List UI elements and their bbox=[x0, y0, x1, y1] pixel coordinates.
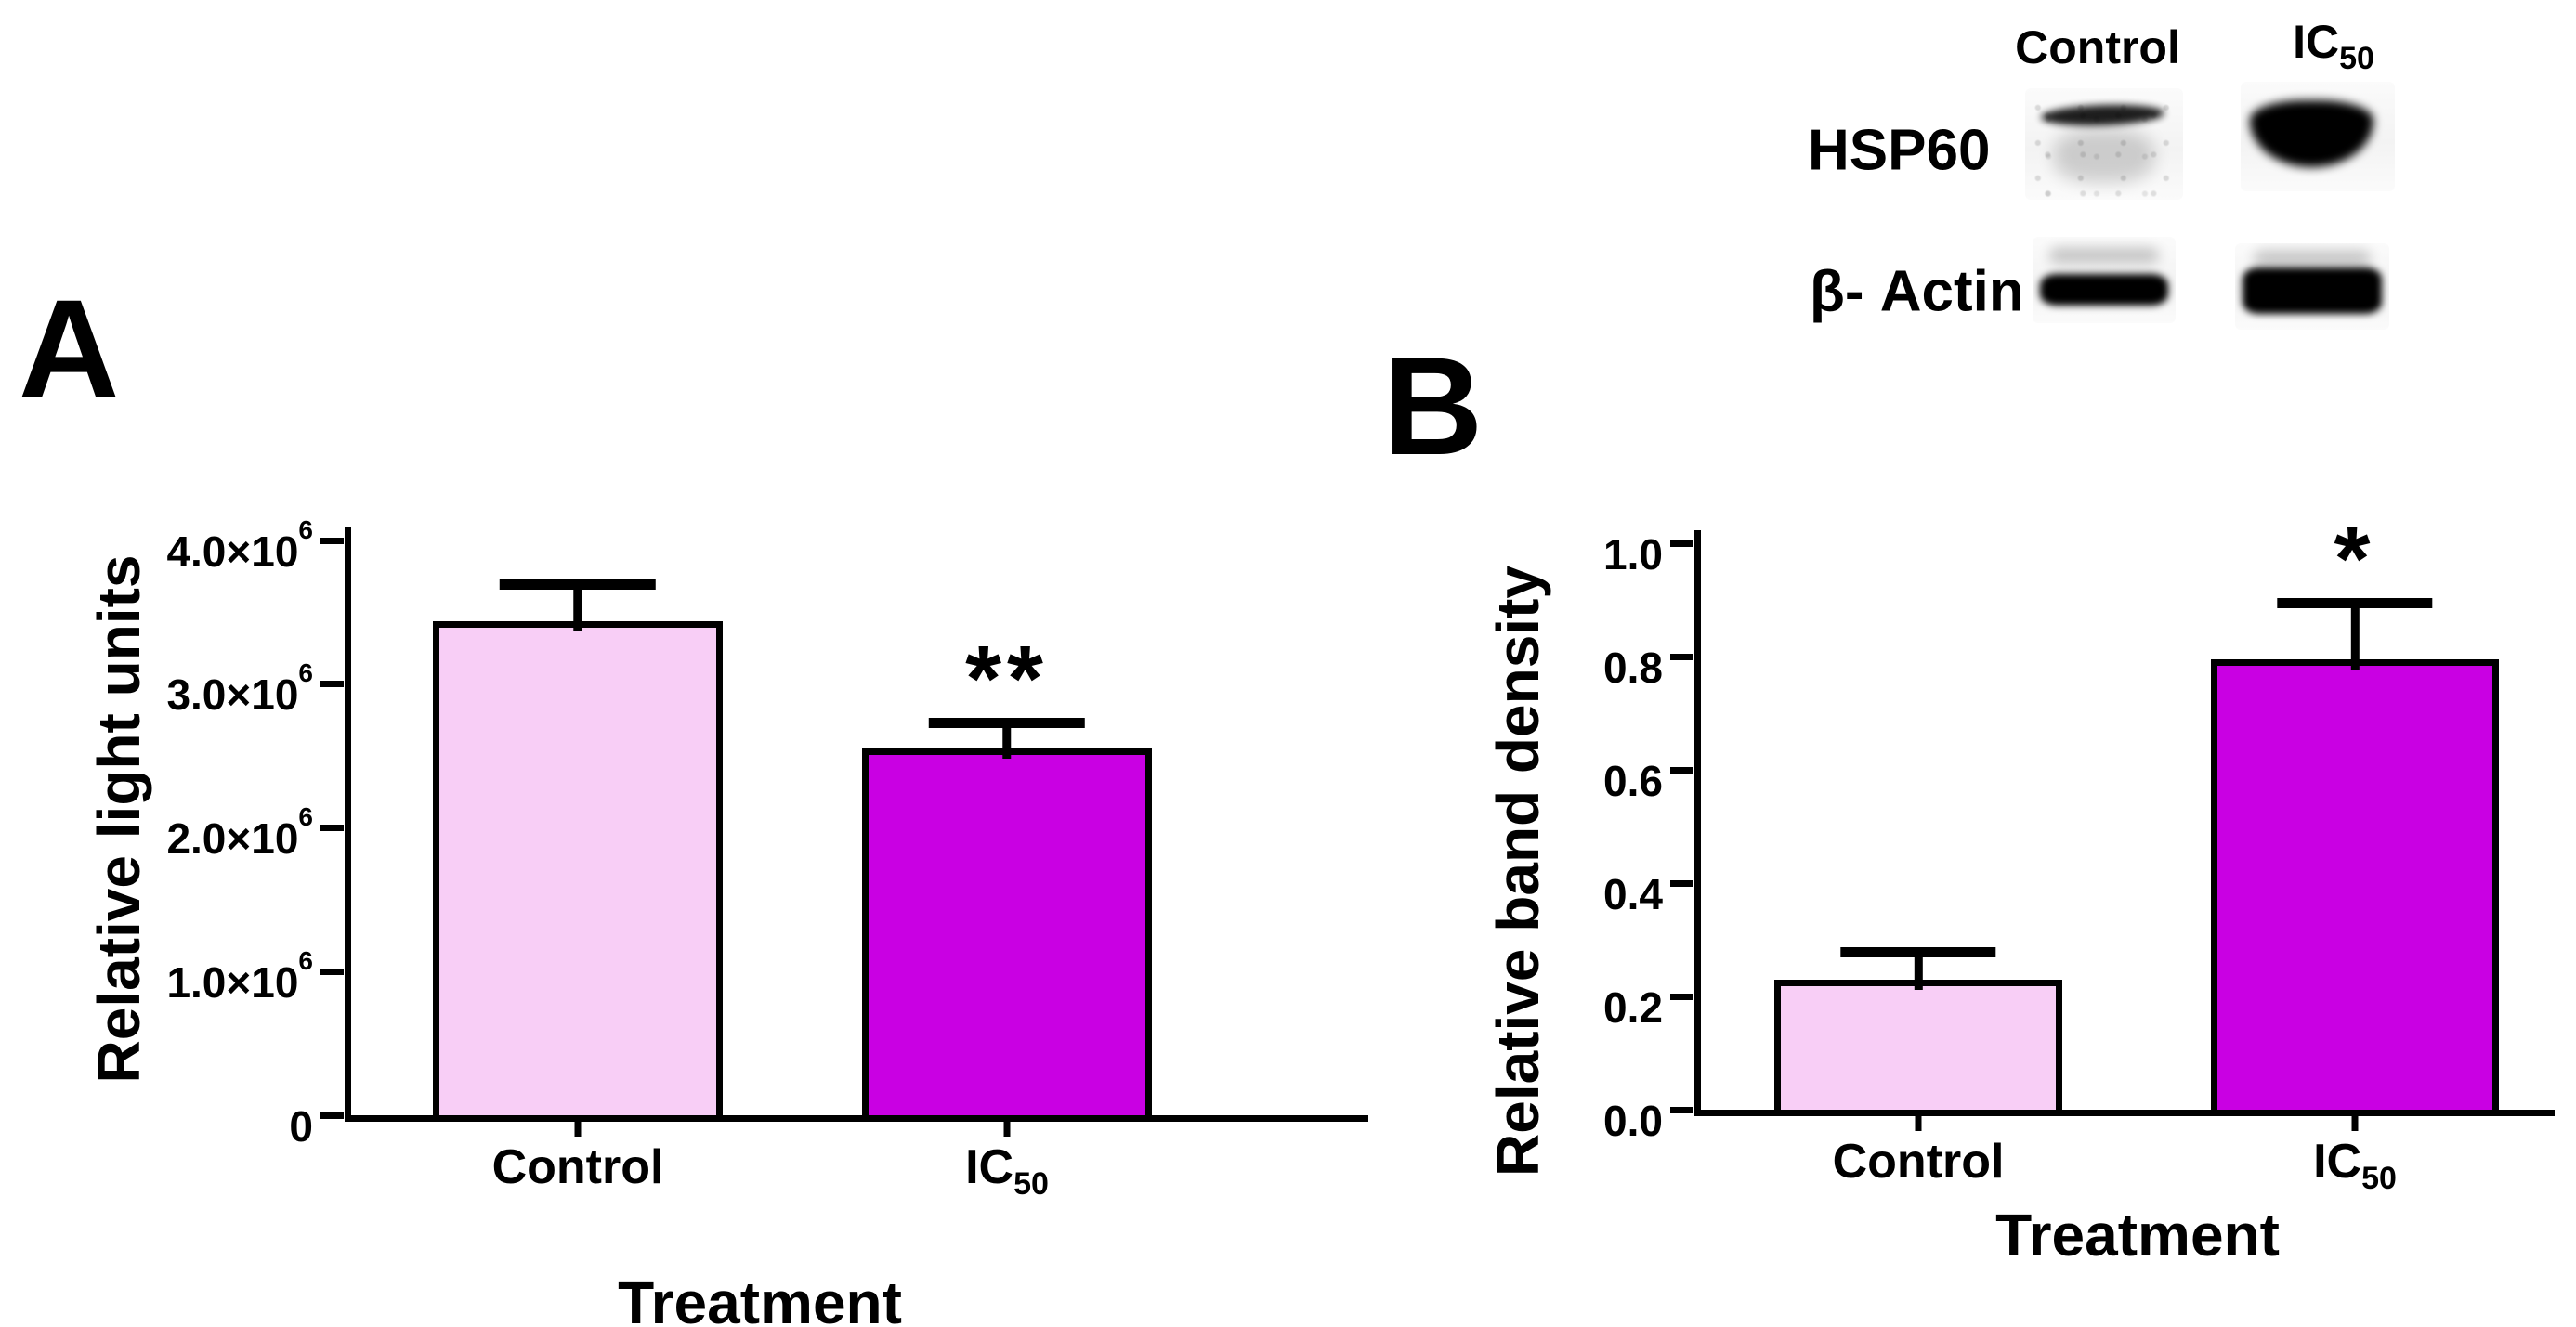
error-bar-control bbox=[1840, 947, 1996, 982]
band-core bbox=[2243, 267, 2382, 314]
bar-ic50 bbox=[2211, 659, 2499, 1116]
bar-group-ic50: ** bbox=[862, 540, 1152, 1122]
panel-b-plot: 1.0 0.8 0.6 0.4 0.2 0.0 bbox=[1603, 513, 2555, 1268]
panel-b-label: B bbox=[1382, 328, 1485, 484]
x-category-control: Control bbox=[491, 1140, 664, 1194]
x-category-ic50: IC50 bbox=[2313, 1135, 2397, 1196]
bar-control bbox=[433, 621, 723, 1122]
error-bar-ic50 bbox=[928, 718, 1086, 751]
error-bar-ic50 bbox=[2277, 598, 2433, 662]
band-smear bbox=[2253, 251, 2372, 266]
y-tick-mark bbox=[1670, 1106, 1693, 1113]
panel-a-label: A bbox=[19, 270, 122, 426]
blot-lane-label-ic50: IC50 bbox=[2293, 16, 2374, 76]
band-blob bbox=[2249, 100, 2373, 167]
y-tick-mark bbox=[1670, 993, 1693, 1000]
x-tick-mark bbox=[2351, 1116, 2359, 1131]
blot-band-actin-ic50 bbox=[2235, 243, 2389, 330]
significance-marker: ** bbox=[965, 627, 1049, 731]
error-bar-control bbox=[499, 579, 657, 624]
y-tick-mark bbox=[1670, 879, 1693, 887]
bar-group-control bbox=[433, 540, 723, 1122]
y-tick-label: 2.0×106 bbox=[166, 802, 313, 863]
blot-row-label-hsp60: HSP60 bbox=[1808, 118, 1991, 183]
band-smear bbox=[2049, 248, 2159, 263]
y-tick-label: 0.8 bbox=[1603, 643, 1663, 692]
x-category-ic50: IC50 bbox=[965, 1140, 1049, 1202]
y-tick-mark bbox=[320, 1112, 344, 1119]
bar-group-ic50: * bbox=[2211, 513, 2499, 1116]
y-tick-label: 0.4 bbox=[1603, 869, 1663, 918]
blot-band-hsp60-ic50 bbox=[2241, 82, 2395, 191]
y-tick-mark bbox=[320, 681, 344, 688]
y-tick-mark bbox=[1670, 653, 1693, 660]
y-tick-label: 1.0 bbox=[1603, 529, 1663, 579]
blot-row-label-beta-actin: β- Actin bbox=[1810, 259, 2024, 324]
panel-b-y-ticks: 1.0 0.8 0.6 0.4 0.2 0.0 bbox=[1458, 533, 1693, 1142]
panel-a-x-axis-title: Treatment bbox=[618, 1269, 902, 1327]
y-tick-mark bbox=[320, 968, 344, 975]
y-tick-mark bbox=[320, 825, 344, 831]
significance-marker: * bbox=[2334, 507, 2376, 611]
y-tick-label: 1.0×106 bbox=[166, 945, 313, 1007]
panel-a-y-ticks: 4.0×106 3.0×106 2.0×106 1.0×106 0 bbox=[108, 516, 344, 1148]
bar-ic50 bbox=[862, 748, 1152, 1122]
panel-b-x-axis-title: Treatment bbox=[1995, 1202, 2280, 1268]
band-core bbox=[2039, 274, 2169, 306]
bar-group-control bbox=[1774, 543, 2062, 1116]
y-tick-mark bbox=[1670, 766, 1693, 774]
bar-control bbox=[1774, 980, 2062, 1116]
x-tick-mark bbox=[574, 1122, 582, 1137]
blot-band-hsp60-control bbox=[2025, 88, 2183, 200]
y-tick-label: 0 bbox=[289, 1101, 313, 1151]
y-tick-label: 0.6 bbox=[1603, 756, 1663, 805]
y-tick-label: 0.2 bbox=[1603, 982, 1663, 1032]
x-tick-mark bbox=[1915, 1116, 1922, 1131]
band-smear bbox=[2053, 129, 2155, 183]
y-tick-label: 4.0×106 bbox=[166, 514, 313, 576]
band-speckle bbox=[2025, 88, 2183, 200]
x-tick-mark bbox=[1003, 1122, 1011, 1137]
y-tick-label: 0.0 bbox=[1603, 1096, 1663, 1145]
panel-a-plot: 4.0×106 3.0×106 2.0×106 1.0×106 0 bbox=[166, 516, 1368, 1327]
y-tick-mark bbox=[1670, 540, 1693, 547]
x-category-control: Control bbox=[1832, 1135, 2005, 1189]
blot-lane-label-control: Control bbox=[2015, 21, 2180, 73]
y-tick-label: 3.0×106 bbox=[166, 658, 313, 720]
y-tick-mark bbox=[320, 537, 344, 544]
blot-band-actin-control bbox=[2033, 237, 2176, 323]
